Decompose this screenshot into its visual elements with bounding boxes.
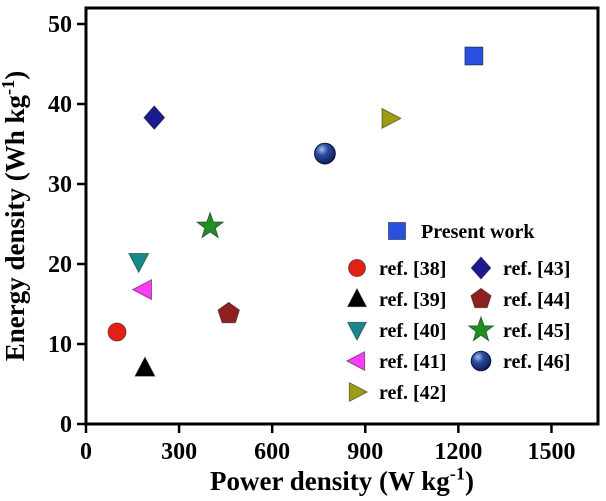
legend-label-series-1: ref. [38]	[379, 258, 446, 280]
legend-marker-series-0	[388, 222, 406, 240]
legend-label-series-5: ref. [42]	[379, 382, 446, 404]
y-tick-label: 10	[48, 332, 72, 358]
legend-label-series-2: ref. [39]	[379, 289, 446, 311]
data-point-series-9	[314, 142, 336, 165]
y-tick-label: 40	[48, 92, 72, 118]
x-tick-label: 600	[254, 439, 290, 465]
x-tick-label: 1500	[527, 439, 575, 465]
legend-layer: Present work ref. [38] ref. [39] ref. [40] r…	[345, 221, 570, 404]
legend-label-series-6: ref. [43]	[503, 258, 570, 280]
legend-label-series-8: ref. [45]	[503, 320, 570, 342]
y-tick-label: 0	[60, 412, 72, 438]
data-point-series-0	[464, 46, 484, 66]
legend-marker-series-8	[467, 315, 495, 342]
legend-label-series-3: ref. [40]	[379, 320, 446, 342]
data-point-series-8	[195, 210, 225, 239]
legend-marker-series-6	[470, 256, 492, 280]
x-tick-label: 900	[347, 439, 383, 465]
axes-layer: 0 300 600 900 1200 1500 0 10 20 30 40 50 Power densi…	[0, 6, 600, 496]
x-axis-title: Power density (W kg-1)	[210, 464, 474, 496]
y-tick-label: 20	[48, 252, 72, 278]
legend-marker-series-3	[346, 321, 368, 342]
legend-marker-series-1	[348, 259, 366, 277]
data-point-series-2	[134, 356, 156, 377]
legend-marker-series-2	[346, 287, 368, 308]
legend-marker-series-4	[345, 350, 366, 372]
y-axis-title: Energy density (Wh kg-1)	[0, 71, 30, 362]
legend-label-series-9: ref. [46]	[503, 351, 570, 373]
data-point-series-7	[217, 301, 240, 324]
legend-label-series-0: Present work	[421, 221, 535, 243]
legend-label-series-7: ref. [44]	[503, 289, 570, 311]
legend-marker-series-7	[470, 287, 492, 309]
x-tick-label: 0	[80, 439, 92, 465]
legend-label-series-4: ref. [41]	[379, 351, 446, 373]
x-tick-label: 300	[161, 439, 197, 465]
data-point-series-4	[131, 278, 153, 301]
data-point-series-3	[128, 253, 150, 274]
data-point-series-6	[143, 105, 166, 131]
data-point-series-1	[107, 322, 127, 342]
y-tick-label: 50	[48, 12, 72, 38]
legend-marker-series-9	[470, 350, 492, 372]
points-layer	[107, 46, 484, 377]
data-point-series-5	[381, 107, 402, 130]
x-tick-label: 1200	[434, 439, 482, 465]
legend-marker-series-5	[348, 381, 369, 403]
plot-border	[84, 6, 600, 426]
y-tick-label: 30	[48, 172, 72, 198]
